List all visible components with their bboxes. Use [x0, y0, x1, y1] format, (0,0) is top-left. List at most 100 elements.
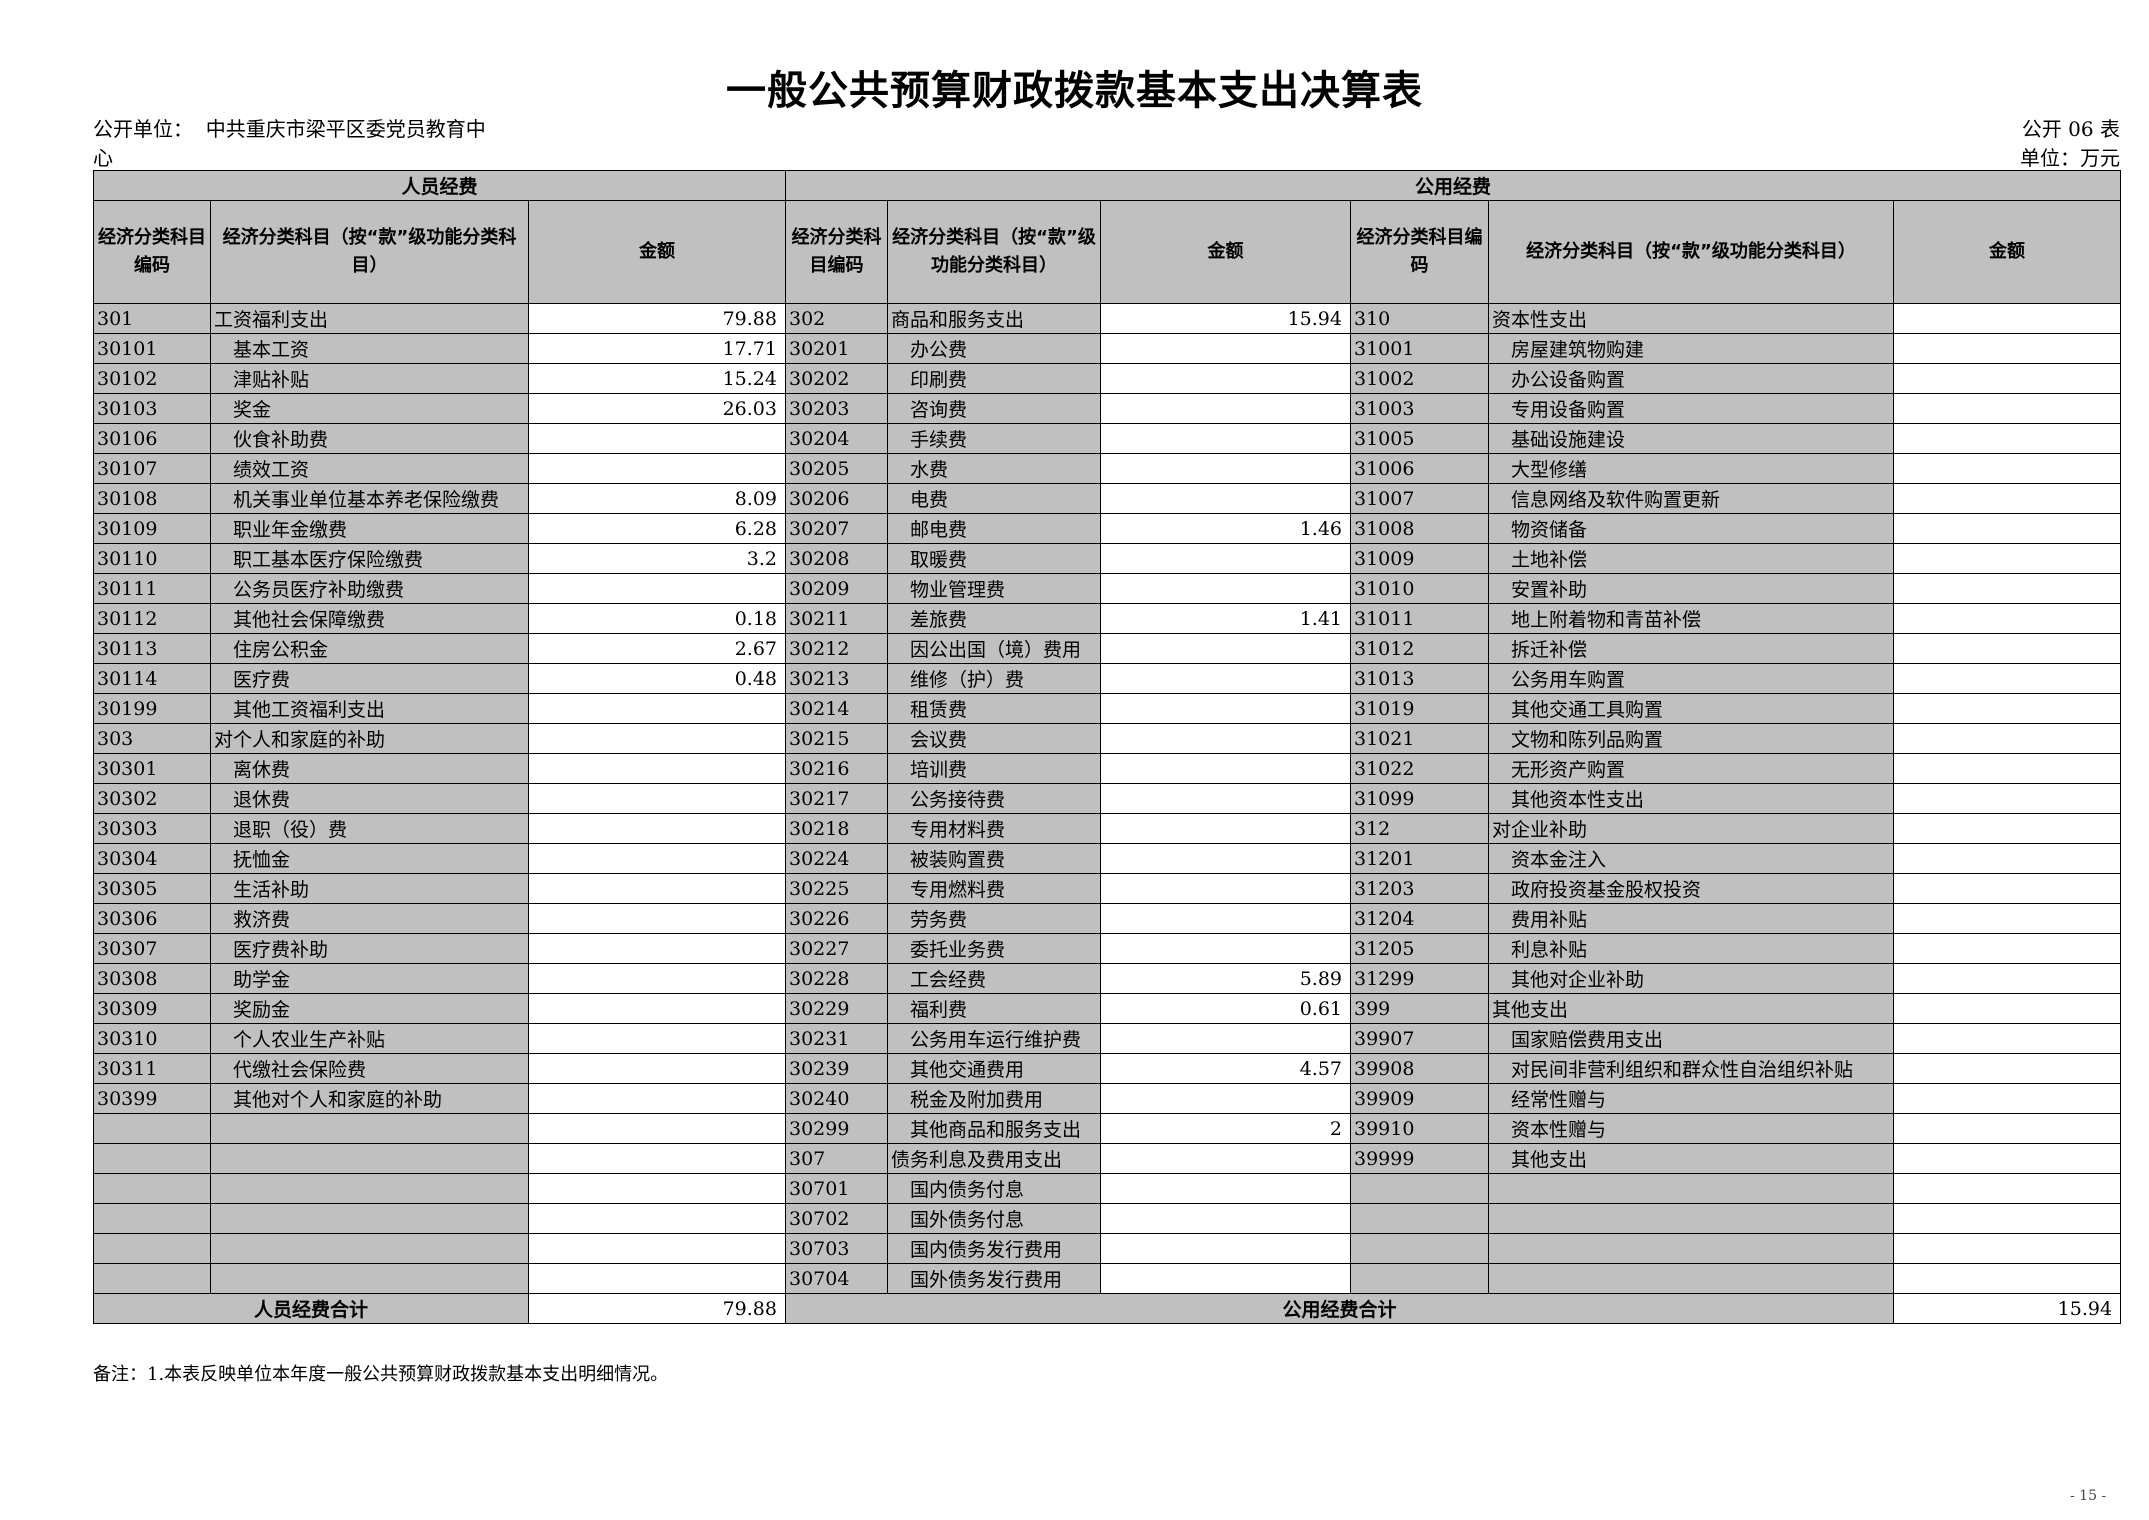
public-b-name: 对民间非营利组织和群众性自治组织补贴 [1488, 1053, 1894, 1084]
empty-cell [93, 1143, 211, 1174]
public-b-amount [1892, 1023, 2122, 1054]
personnel-code: 30301 [93, 753, 211, 784]
public-b-name: 其他资本性支出 [1488, 783, 1894, 814]
personnel-name: 其他工资福利支出 [210, 693, 529, 724]
personnel-code: 30305 [93, 873, 211, 904]
table-row: 30301 离休费 30216 培训费 31022 无形资产购置 [93, 753, 2122, 784]
personnel-amount: 2.67 [528, 633, 786, 664]
public-b-name: 大型修缮 [1488, 453, 1894, 484]
public-b-code: 31009 [1350, 543, 1489, 574]
public-a-name: 会议费 [887, 723, 1101, 754]
personnel-header: 人员经费 [93, 170, 786, 201]
public-a-code: 30216 [785, 753, 888, 784]
empty-cell [93, 1203, 211, 1234]
public-b-name: 信息网络及软件购置更新 [1488, 483, 1894, 514]
personnel-amount: 8.09 [528, 483, 786, 514]
personnel-amount [528, 873, 786, 904]
personnel-name: 离休费 [210, 753, 529, 784]
public-b-amount [1892, 693, 2122, 724]
table-row: 30109 职业年金缴费 6.28 30207 邮电费 1.46 31008 物资储备 [93, 513, 2122, 544]
public-a-code: 30208 [785, 543, 888, 574]
public-a-name: 税金及附加费用 [887, 1083, 1101, 1114]
public-a-code: 30202 [785, 363, 888, 394]
personnel-code: 303 [93, 723, 211, 754]
personnel-name: 津贴补贴 [210, 363, 529, 394]
public-a-code: 30229 [785, 993, 888, 1024]
empty-cell [1488, 1203, 1894, 1234]
empty-cell [210, 1173, 529, 1204]
empty-cell [210, 1233, 529, 1264]
table-row: 30114 医疗费 0.48 30213 维修（护）费 31013 公务用车购置 [93, 663, 2122, 694]
empty-cell [1488, 1173, 1894, 1204]
empty-cell [1488, 1233, 1894, 1264]
public-a-name: 委托业务费 [887, 933, 1101, 964]
empty-cell [210, 1263, 529, 1294]
personnel-amount [528, 723, 786, 754]
personnel-name: 对个人和家庭的补助 [210, 723, 529, 754]
public-a-name: 邮电费 [887, 513, 1101, 544]
personnel-amount: 0.48 [528, 663, 786, 694]
personnel-code: 30310 [93, 1023, 211, 1054]
public-a-code: 30203 [785, 393, 888, 424]
personnel-name: 奖金 [210, 393, 529, 424]
personnel-amount [528, 423, 786, 454]
public-b-name: 地上附着物和青苗补偿 [1488, 603, 1894, 634]
public-a-name: 咨询费 [887, 393, 1101, 424]
public-a-amount: 2 [1100, 1113, 1351, 1144]
public-b-name: 安置补助 [1488, 573, 1894, 604]
public-total-label: 公用经费合计 [785, 1293, 1894, 1324]
personnel-name: 医疗费补助 [210, 933, 529, 964]
public-b-amount [1892, 903, 2122, 934]
public-a-amount [1100, 1263, 1351, 1294]
table-row: 30113 住房公积金 2.67 30212 因公出国（境）费用 31012 拆迁补偿 [93, 633, 2122, 664]
public-b-amount [1892, 843, 2122, 874]
public-a-name: 公务接待费 [887, 783, 1101, 814]
personnel-code: 30112 [93, 603, 211, 634]
public-b-code: 31099 [1350, 783, 1489, 814]
personnel-code: 30311 [93, 1053, 211, 1084]
public-a-amount [1100, 1173, 1351, 1204]
public-a-code: 30227 [785, 933, 888, 964]
public-b-name: 其他支出 [1488, 993, 1894, 1024]
public-b-name: 经常性赠与 [1488, 1083, 1894, 1114]
public-b-amount [1892, 963, 2122, 994]
public-a-amount [1100, 693, 1351, 724]
public-a-code: 30704 [785, 1263, 888, 1294]
table-row: 30103 奖金 26.03 30203 咨询费 31003 专用设备购置 [93, 393, 2122, 424]
personnel-amount [528, 963, 786, 994]
personnel-amount: 15.24 [528, 363, 786, 394]
public-b-code: 31013 [1350, 663, 1489, 694]
public-a-code: 30228 [785, 963, 888, 994]
public-a-amount [1100, 483, 1351, 514]
public-b-name: 资本性赠与 [1488, 1113, 1894, 1144]
personnel-name: 退休费 [210, 783, 529, 814]
public-a-name: 国外债务发行费用 [887, 1263, 1101, 1294]
table-row: 30703 国内债务发行费用 [93, 1233, 2122, 1264]
table-row: 30303 退职（役）费 30218 专用材料费 312 对企业补助 [93, 813, 2122, 844]
personnel-amount [528, 573, 786, 604]
public-a-amount [1100, 723, 1351, 754]
public-a-name: 租赁费 [887, 693, 1101, 724]
empty-cell [1350, 1263, 1489, 1294]
table-row: 30306 救济费 30226 劳务费 31204 费用补贴 [93, 903, 2122, 934]
public-b-amount [1892, 753, 2122, 784]
public-b-amount [1892, 513, 2122, 544]
empty-cell [93, 1263, 211, 1294]
public-b-code: 31007 [1350, 483, 1489, 514]
empty-cell [1350, 1173, 1489, 1204]
public-b-amount [1892, 1113, 2122, 1144]
table-row: 30106 伙食补助费 30204 手续费 31005 基础设施建设 [93, 423, 2122, 454]
public-a-name: 因公出国（境）费用 [887, 633, 1101, 664]
empty-cell [1350, 1203, 1489, 1234]
public-b-code: 31204 [1350, 903, 1489, 934]
public-b-amount [1892, 333, 2122, 364]
public-b-name: 政府投资基金股权投资 [1488, 873, 1894, 904]
public-a-code: 30702 [785, 1203, 888, 1234]
public-a-amount: 0.61 [1100, 993, 1351, 1024]
personnel-name: 生活补助 [210, 873, 529, 904]
table-row: 30307 医疗费补助 30227 委托业务费 31205 利息补贴 [93, 933, 2122, 964]
public-a-amount [1100, 843, 1351, 874]
public-b-name: 土地补偿 [1488, 543, 1894, 574]
personnel-total-amount: 79.88 [528, 1293, 786, 1324]
table-row: 30112 其他社会保障缴费 0.18 30211 差旅费 1.41 31011 地上附着物和… [93, 603, 2122, 634]
